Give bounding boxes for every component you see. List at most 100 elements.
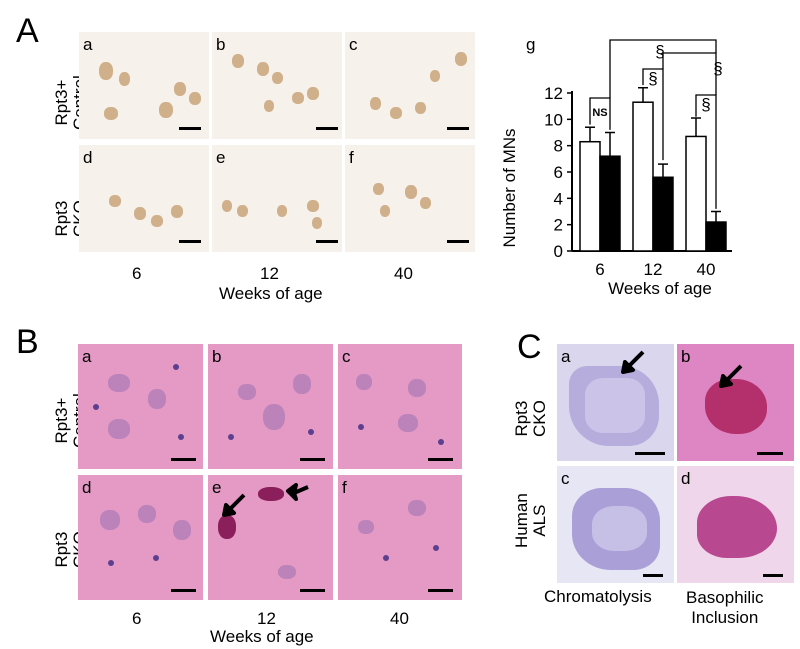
sub-label: f bbox=[349, 148, 354, 167]
sub-label: d bbox=[83, 148, 93, 167]
motor-neuron bbox=[238, 384, 256, 400]
motor-neuron bbox=[104, 107, 118, 120]
panel-a-letter: A bbox=[16, 12, 39, 50]
scale-bar bbox=[643, 574, 663, 577]
basophilic-inclusion bbox=[218, 515, 236, 539]
motor-neuron bbox=[370, 97, 381, 110]
panel-b-x-title: Weeks of age bbox=[210, 627, 314, 646]
motor-neuron bbox=[151, 215, 163, 227]
nucleus bbox=[173, 364, 179, 370]
scale-bar bbox=[428, 589, 453, 592]
he-image-a: a bbox=[78, 344, 203, 469]
panel-a-x-tick-40: 40 bbox=[394, 264, 413, 283]
panel-b-x-tick-40: 40 bbox=[390, 609, 409, 628]
chromatolysis-region bbox=[585, 378, 645, 433]
scale-bar bbox=[179, 127, 201, 130]
motor-neuron bbox=[159, 102, 173, 118]
scale-bar bbox=[428, 458, 453, 461]
significance-label: § bbox=[713, 59, 722, 78]
bar bbox=[632, 101, 654, 252]
bar bbox=[652, 176, 674, 252]
motor-neuron bbox=[263, 404, 285, 430]
col-label-line: Inclusion bbox=[691, 607, 759, 627]
motor-neuron bbox=[171, 205, 183, 218]
y-tick-label: 8 bbox=[554, 137, 563, 156]
nucleus bbox=[108, 560, 114, 566]
significance-label: § bbox=[701, 95, 710, 114]
scale-bar bbox=[179, 240, 201, 243]
row-label-line: CKO bbox=[529, 400, 549, 437]
ihc-image-f: f bbox=[345, 145, 475, 252]
motor-neuron bbox=[264, 100, 274, 112]
scale-bar bbox=[171, 589, 196, 592]
col-label-line: Basophilic bbox=[686, 588, 764, 607]
y-tick-label: 0 bbox=[554, 242, 563, 261]
panel-c-col-label-chromatolysis: Chromatolysis bbox=[544, 587, 652, 606]
ihc-image-c: c bbox=[345, 32, 475, 139]
arrow-icon bbox=[286, 483, 309, 501]
motor-neuron bbox=[405, 185, 417, 199]
panel-b-letter: B bbox=[16, 323, 39, 361]
motor-neuron bbox=[398, 414, 418, 432]
y-tick-label: 12 bbox=[544, 84, 563, 103]
arrow-icon bbox=[621, 350, 645, 374]
sub-label: b bbox=[681, 347, 691, 366]
scale-bar bbox=[447, 127, 469, 130]
sub-label: f bbox=[342, 478, 347, 497]
row-label-line: ALS bbox=[529, 504, 549, 537]
nucleus bbox=[308, 429, 314, 435]
motor-neuron bbox=[232, 54, 244, 68]
panel-c-letter: C bbox=[517, 328, 542, 366]
bar bbox=[579, 140, 601, 252]
motor-neuron bbox=[138, 505, 156, 523]
nucleus bbox=[153, 555, 159, 561]
panel-a-x-tick-6: 6 bbox=[132, 264, 142, 283]
motor-neuron bbox=[148, 389, 166, 409]
sub-label: b bbox=[212, 347, 222, 366]
row-label-line: Rpt3 bbox=[512, 400, 531, 437]
scale-bar bbox=[635, 452, 665, 455]
significance-label: NS bbox=[592, 107, 607, 119]
significance-bracket bbox=[662, 52, 717, 95]
bar bbox=[705, 221, 727, 252]
panel-b-x-tick-6: 6 bbox=[132, 609, 142, 628]
ihc-image-d: d bbox=[79, 145, 209, 252]
motor-neuron bbox=[390, 107, 402, 119]
motor-neuron bbox=[108, 419, 130, 439]
row-label-line: Rpt3 bbox=[52, 200, 71, 237]
basophilic-inclusion bbox=[705, 379, 767, 434]
motor-neuron bbox=[222, 200, 232, 212]
ihc-image-e: e bbox=[212, 145, 342, 252]
significance-bracket bbox=[642, 68, 664, 161]
he-image-f: f bbox=[338, 475, 462, 600]
motor-neuron bbox=[358, 520, 374, 534]
motor-neuron bbox=[173, 520, 191, 540]
sub-label: c bbox=[349, 35, 358, 54]
he-image-b: b bbox=[208, 344, 333, 469]
y-tick-label: 10 bbox=[544, 110, 563, 129]
panel-a-x-tick-12: 12 bbox=[260, 264, 279, 283]
x-tick-label: 12 bbox=[644, 260, 663, 279]
sub-label: d bbox=[681, 469, 691, 488]
nucleus bbox=[178, 434, 184, 440]
motor-neuron bbox=[373, 183, 384, 195]
significance-label: § bbox=[655, 42, 664, 61]
he-image-e: e bbox=[208, 475, 333, 600]
x-tick-label: 6 bbox=[595, 260, 604, 279]
he-image-d-c: d bbox=[677, 466, 794, 583]
he-image-c: c bbox=[338, 344, 462, 469]
sub-label: c bbox=[342, 347, 351, 366]
significance-bracket bbox=[609, 39, 717, 98]
motor-neuron bbox=[415, 102, 426, 114]
ihc-image-a: a bbox=[79, 32, 209, 139]
bar bbox=[685, 135, 707, 252]
scale-bar bbox=[447, 240, 469, 243]
motor-neuron bbox=[307, 200, 319, 212]
row-label-line: Human bbox=[512, 493, 531, 548]
motor-neuron bbox=[100, 510, 120, 530]
sub-label: a bbox=[82, 347, 92, 366]
motor-neuron bbox=[292, 92, 304, 104]
scale-bar bbox=[763, 574, 783, 577]
motor-neuron bbox=[189, 92, 201, 105]
panel-a-x-title: Weeks of age bbox=[219, 284, 323, 303]
